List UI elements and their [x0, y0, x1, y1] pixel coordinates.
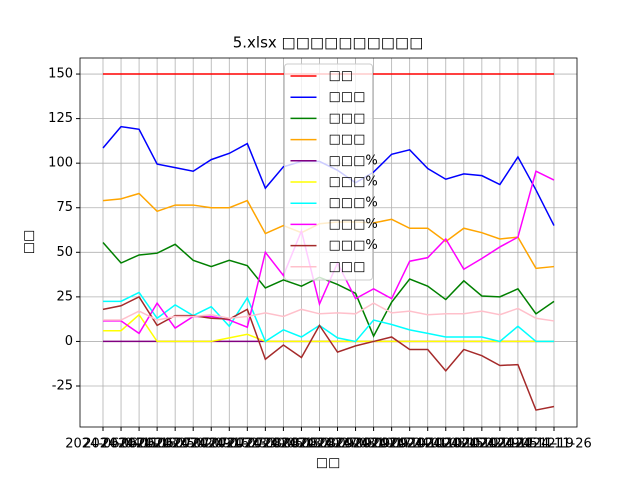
x-tick-label: 2024-11-05 [462, 437, 538, 452]
series-line [103, 313, 554, 343]
x-tick-label: 2024-09-10 [318, 437, 394, 452]
x-axis-label: □□ [316, 456, 341, 471]
legend-label: □□ [329, 69, 354, 84]
x-tick-label: 2024-10-08 [390, 437, 466, 452]
x-tick-label: 2024-10-01 [372, 437, 448, 452]
x-tick-label: 2024-11-26 [516, 437, 592, 452]
y-tick-label: 125 [48, 111, 73, 126]
series-line [102, 295, 555, 411]
legend-label: □□□ [329, 90, 366, 105]
series-line [102, 242, 555, 338]
x-tick-label: 2024-11-12 [480, 437, 556, 452]
x-tick-label: 2024-11-19 [498, 437, 574, 452]
x-tick-label: 2024-07-23 [191, 437, 267, 452]
y-tick-label: 0 [65, 334, 73, 349]
y-tick-label: 50 [56, 245, 73, 260]
x-tick-label: 2024-09-17 [336, 437, 412, 452]
y-tick-label: 150 [48, 67, 73, 82]
x-tick-label: 2024-06-11 [83, 437, 159, 452]
y-tick-label: -25 [52, 379, 73, 394]
legend-label: □□□ [329, 111, 366, 126]
x-tick-label: 2024-06-25 [119, 437, 195, 452]
series-line [103, 170, 555, 335]
x-tick-label: 2024-09-24 [354, 437, 430, 452]
legend-label: □□□% [329, 196, 378, 211]
plot-frame [79, 57, 578, 428]
x-tick-label: 2024-07-09 [155, 437, 231, 452]
x-tick-label: 2024-06-18 [101, 437, 177, 452]
x-tick-label: 2024-07-02 [137, 437, 213, 452]
y-tick-label: 75 [56, 200, 73, 215]
series-line [103, 291, 554, 343]
x-tick-label: 2024-10-22 [426, 437, 502, 452]
x-tick-label: 2024-08-20 [264, 437, 340, 452]
y-axis-label: □□ [22, 230, 37, 255]
x-tick-label: 2024-08-13 [246, 437, 322, 452]
y-tick-label: 25 [56, 289, 73, 304]
legend-label: □□□% [329, 217, 378, 232]
series-line [103, 302, 555, 322]
x-tick-label: 2024-09-03 [300, 437, 376, 452]
x-tick-label: 2024-10-15 [408, 437, 484, 452]
x-tick-label: 2024-07-30 [210, 437, 286, 452]
legend-label: □□□ [329, 132, 366, 147]
legend-label: □□□% [329, 153, 378, 168]
legend-label: □□□% [329, 238, 378, 253]
x-tick-label: 2024-08-27 [282, 437, 358, 452]
x-tick-label: 2024-07-16 [173, 437, 249, 452]
chart-title: 5.xlsx □□□□□□□□□□ [233, 34, 424, 52]
x-tick-label: 2024-10-29 [444, 437, 520, 452]
legend-label: □□□% [329, 175, 378, 190]
legend-label: □□□ [329, 259, 366, 274]
x-tick-label: 2024-06-04 [65, 437, 141, 452]
x-tick-label: 2024-08-06 [228, 437, 304, 452]
y-tick-label: 100 [48, 156, 73, 171]
